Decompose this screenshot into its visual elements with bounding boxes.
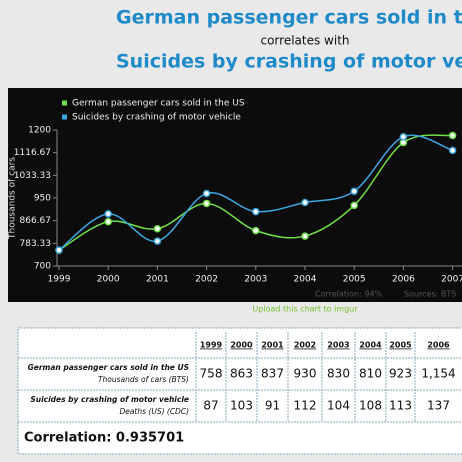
table-cell: 863 — [230, 367, 253, 381]
point — [153, 224, 162, 233]
title: German passenger cars sold in the — [116, 7, 462, 29]
table-frame — [17, 327, 462, 455]
point — [301, 198, 309, 207]
table-cell: 1,154 — [421, 367, 455, 381]
y-tick-label: 700 — [34, 262, 51, 272]
table-cell: 104 — [327, 399, 350, 413]
point — [55, 246, 63, 254]
table-cell: 837 — [261, 367, 284, 381]
row-unit: Thousands of cars (BTS) — [98, 375, 189, 384]
table-cell: 137 — [427, 399, 450, 413]
y-tick-label: 783.33 — [20, 239, 52, 249]
point — [202, 189, 211, 198]
x-tick-label: 2004 — [294, 275, 317, 285]
point — [202, 199, 211, 208]
x-tick-label: 2001 — [146, 275, 169, 285]
table-cell: 108 — [359, 399, 382, 413]
x-tick-label: 2006 — [392, 275, 415, 285]
table-cell: 758 — [200, 367, 223, 381]
table-year: 2000 — [230, 341, 253, 350]
point — [153, 237, 162, 245]
subtitle: correlates with — [260, 34, 349, 48]
point — [301, 232, 309, 240]
chart-sources: Sources: BTS — [404, 290, 456, 299]
table-cell: 810 — [359, 367, 382, 381]
table-cell: 830 — [327, 367, 350, 381]
y-tick-label: 1116.67 — [14, 148, 51, 158]
y-tick-label: 1200 — [28, 126, 51, 136]
point — [448, 131, 457, 140]
table-cell: 113 — [389, 399, 412, 413]
upload-link[interactable]: Upload this chart to imgur — [252, 305, 358, 314]
point — [350, 201, 358, 210]
point — [104, 217, 112, 226]
point — [252, 226, 260, 235]
y-tick-label: 950 — [34, 194, 51, 204]
point — [350, 187, 358, 195]
table-year: 2003 — [327, 341, 349, 350]
y-axis-label: Thousands of cars — [8, 157, 18, 240]
table-year: 2006 — [427, 341, 450, 350]
legend-label: German passenger cars sold in the US — [72, 99, 245, 109]
table-cell: 930 — [294, 367, 317, 381]
chart-correlation: Correlation: 94% — [315, 290, 383, 299]
table-cell: 91 — [265, 399, 280, 413]
x-tick-label: 2007 — [441, 275, 462, 285]
legend-swatch — [62, 114, 67, 120]
x-tick-label: 1999 — [48, 275, 71, 285]
x-tick-label: 2005 — [343, 275, 366, 285]
table-cell: 112 — [294, 399, 317, 413]
title: Suicides by crashing of motor vehi — [116, 51, 462, 73]
point — [448, 146, 457, 155]
point — [252, 207, 260, 216]
row-label: Suicides by crashing of motor vehicle — [30, 395, 189, 404]
y-tick-label: 1033.33 — [14, 171, 51, 181]
row-label: German passenger cars sold in the US — [28, 363, 189, 372]
table-cell: 923 — [389, 367, 412, 381]
legend-swatch — [62, 100, 67, 106]
table-year: 1999 — [200, 341, 223, 350]
table-year: 2001 — [261, 341, 284, 350]
legend-label: Suicides by crashing of motor vehicle — [72, 113, 241, 123]
table-year: 2005 — [389, 341, 412, 350]
x-tick-label: 2002 — [195, 275, 218, 285]
point — [104, 210, 112, 218]
y-tick-label: 866.67 — [20, 216, 52, 226]
table-cell: 87 — [203, 399, 218, 413]
table-cell: 103 — [230, 399, 253, 413]
point — [399, 133, 408, 141]
x-tick-label: 2003 — [244, 275, 267, 285]
table-year: 2002 — [294, 341, 316, 350]
x-tick-label: 2000 — [97, 275, 120, 285]
row-unit: Deaths (US) (CDC) — [119, 407, 189, 416]
table-year: 2004 — [359, 341, 382, 350]
table-correlation: Correlation: 0.935701 — [24, 431, 184, 446]
